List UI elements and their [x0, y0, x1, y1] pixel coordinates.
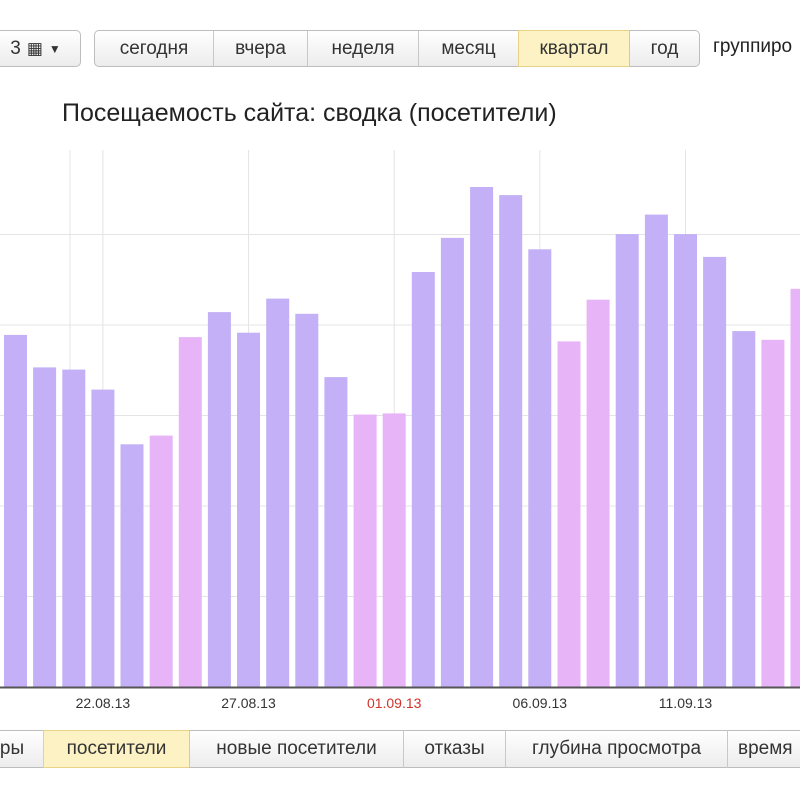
x-tick-label: 06.09.13: [513, 695, 568, 711]
bar-14.09.13: [761, 339, 785, 687]
bar-27.08.13: [237, 332, 260, 687]
bar-19.08.13: [4, 334, 27, 687]
bar-08.09.13: [586, 299, 610, 687]
date-picker-button[interactable]: 3 ▦ ▼: [0, 30, 81, 67]
metric-tab-new-visitors[interactable]: новые посетители: [189, 730, 403, 768]
metric-tab-bounces[interactable]: отказы: [403, 730, 505, 768]
bar-02.09.13: [411, 272, 435, 687]
bar-28.08.13: [266, 298, 290, 687]
period-button-yesterday[interactable]: вчера: [213, 30, 307, 67]
metric-tab-views[interactable]: ры: [0, 730, 43, 768]
period-button-quarter[interactable]: квартал: [518, 30, 629, 67]
bar-31.08.13: [353, 414, 377, 687]
bar-23.08.13: [120, 444, 144, 687]
bar-01.09.13: [382, 413, 406, 687]
bar-15.09.13: [790, 288, 800, 687]
metric-tab-visitors[interactable]: посетители: [43, 730, 189, 768]
bar-20.08.13: [33, 367, 57, 687]
bar-09.09.13: [615, 234, 639, 687]
bar-21.08.13: [62, 369, 86, 687]
metric-tab-depth[interactable]: глубина просмотра: [505, 730, 727, 768]
date-picker-label: 3: [10, 37, 21, 59]
bar-24.08.13: [149, 435, 173, 687]
calendar-grid-icon: ▦: [26, 38, 43, 58]
bar-07.09.13: [557, 341, 581, 687]
bar-05.09.13: [499, 195, 523, 687]
bar-22.08.13: [91, 389, 115, 687]
x-tick-label: 01.09.13: [367, 695, 422, 711]
caret-down-icon: ▼: [48, 41, 61, 56]
period-button-today[interactable]: сегодня: [94, 30, 213, 67]
bar-04.09.13: [470, 187, 494, 687]
bar-11.09.13: [674, 234, 697, 687]
bar-29.08.13: [295, 313, 319, 687]
bar-13.09.13: [732, 331, 756, 687]
grouping-label[interactable]: группиро: [713, 36, 793, 57]
bar-12.09.13: [703, 256, 727, 687]
bar-03.09.13: [440, 237, 464, 687]
bar-06.09.13: [528, 249, 552, 688]
period-button-year[interactable]: год: [629, 30, 700, 67]
metric-tab-time[interactable]: время: [727, 730, 800, 768]
bar-10.09.13: [644, 214, 668, 687]
x-tick-label: 11.09.13: [659, 695, 713, 711]
bar-25.08.13: [178, 337, 202, 687]
bar-30.08.13: [324, 377, 348, 687]
bar-26.08.13: [207, 312, 231, 687]
x-tick-label: 22.08.13: [76, 695, 131, 711]
chart-title: Посещаемость сайта: сводка (посетители): [62, 99, 557, 127]
period-button-month[interactable]: месяц: [418, 30, 518, 67]
x-tick-label: 27.08.13: [221, 695, 276, 711]
period-button-week[interactable]: неделя: [307, 30, 418, 67]
